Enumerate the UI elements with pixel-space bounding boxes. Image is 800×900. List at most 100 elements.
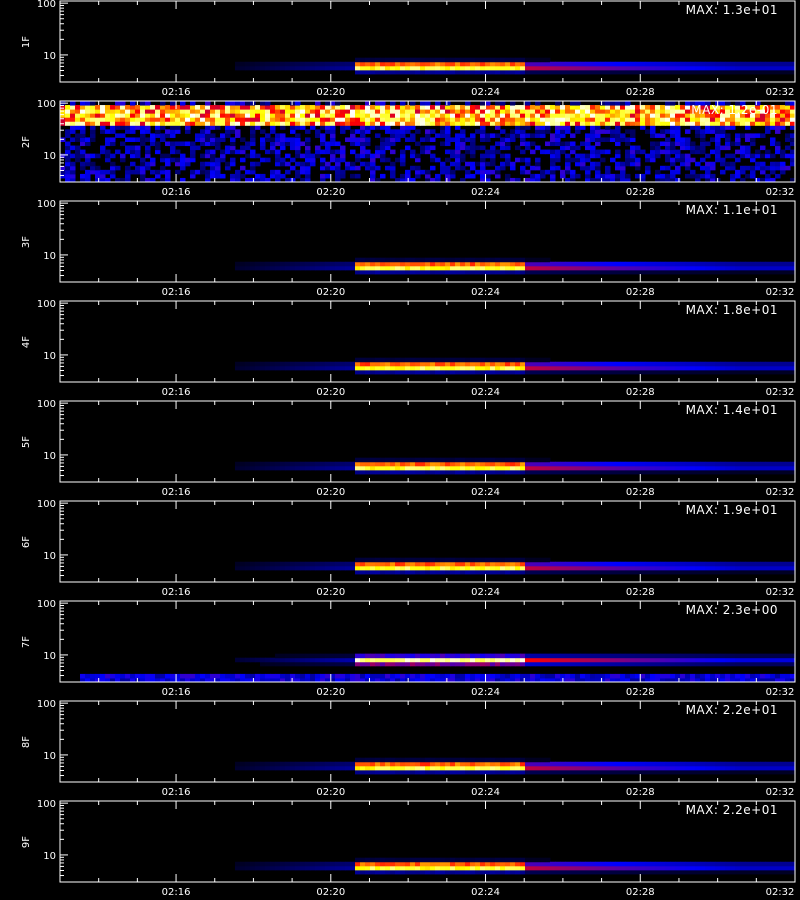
heatmap-cell (430, 113, 436, 118)
heatmap-cell (175, 125, 181, 130)
heatmap-cell (570, 673, 576, 679)
heatmap-cell (570, 369, 576, 375)
heatmap-cell (150, 133, 156, 138)
heatmap-cell (655, 149, 661, 155)
heatmap-cell (355, 661, 361, 667)
heatmap-cell (645, 157, 651, 163)
heatmap-cell (635, 653, 641, 659)
heatmap-cell (490, 457, 496, 463)
heatmap-cell (390, 121, 396, 126)
heatmap-cell (505, 141, 511, 147)
heatmap-cell (360, 673, 366, 679)
heatmap-cell (785, 145, 791, 151)
heatmap-cell (700, 673, 706, 679)
heatmap-cell (500, 117, 506, 122)
heatmap-cell (445, 177, 451, 183)
heatmap-cell (725, 465, 731, 471)
heatmap-cell (365, 661, 371, 667)
heatmap-cell (120, 677, 126, 683)
heatmap-cell (190, 169, 196, 175)
heatmap-cell (600, 673, 606, 679)
heatmap-cell (445, 165, 451, 171)
heatmap-cell (305, 177, 311, 183)
heatmap-cell (460, 465, 466, 471)
heatmap-cell (685, 165, 691, 171)
heatmap-cell (490, 757, 496, 763)
heatmap-cell (545, 69, 551, 75)
heatmap-cell (685, 565, 691, 571)
heatmap-cell (430, 121, 436, 126)
heatmap-cell (240, 461, 246, 467)
heatmap-cell (405, 361, 411, 367)
heatmap-cell (765, 65, 771, 71)
heatmap-cell (435, 265, 441, 271)
heatmap-cell (635, 117, 641, 122)
heatmap-cell (295, 133, 301, 138)
heatmap-cell (650, 673, 656, 679)
heatmap-cell (370, 265, 376, 271)
heatmap-cell (660, 465, 666, 471)
heatmap-cell (270, 461, 276, 467)
heatmap-cell (440, 657, 446, 663)
heatmap-cell (525, 113, 531, 118)
heatmap-cell (750, 569, 756, 575)
heatmap-cell (665, 265, 671, 271)
heatmap-cell (100, 173, 106, 179)
heatmap-cell (760, 165, 766, 171)
heatmap-cell (80, 673, 86, 679)
heatmap-cell (620, 657, 626, 663)
heatmap-cell (260, 465, 266, 471)
heatmap-cell (385, 125, 391, 130)
heatmap-cell (405, 65, 411, 71)
heatmap-cell (500, 757, 506, 763)
heatmap-cell (245, 153, 251, 159)
heatmap-cell (530, 133, 536, 138)
heatmap-cell (735, 105, 741, 110)
heatmap-cell (660, 261, 666, 267)
heatmap-cell (400, 765, 406, 771)
heatmap-cell (685, 121, 691, 126)
heatmap-cell (340, 765, 346, 771)
heatmap-cell (330, 117, 336, 122)
heatmap-cell (545, 117, 551, 122)
heatmap-cell (270, 677, 276, 683)
heatmap-cell (700, 361, 706, 367)
heatmap-cell (515, 177, 521, 183)
heatmap-cell (195, 677, 201, 683)
heatmap-cell (545, 121, 551, 126)
heatmap-cell (745, 657, 751, 663)
heatmap-cell (610, 365, 616, 371)
heatmap-cell (565, 369, 571, 375)
heatmap-cell (360, 357, 366, 363)
heatmap-cell (375, 269, 381, 275)
heatmap-cell (470, 117, 476, 122)
heatmap-cell (385, 129, 391, 134)
heatmap-cell (790, 469, 796, 475)
heatmap-cell (305, 153, 311, 159)
heatmap-cell (505, 365, 511, 371)
heatmap-cell (190, 113, 196, 118)
heatmap-cell (95, 153, 101, 159)
heatmap-cell (415, 105, 421, 110)
heatmap-cell (505, 153, 511, 159)
heatmap-cell (400, 121, 406, 126)
heatmap-cell (415, 153, 421, 159)
heatmap-cell (605, 469, 611, 475)
heatmap-cell (675, 133, 681, 138)
heatmap-cell (710, 121, 716, 126)
heatmap-cell (390, 141, 396, 147)
heatmap-cell (640, 125, 646, 130)
heatmap-cell (475, 673, 481, 679)
heatmap-cell (510, 109, 516, 114)
heatmap-cell (180, 157, 186, 163)
heatmap-cell (565, 657, 571, 663)
heatmap-cell (600, 149, 606, 155)
heatmap-cell (635, 461, 641, 467)
heatmap-cell (280, 265, 286, 271)
heatmap-cell (465, 557, 471, 563)
heatmap-cell (670, 169, 676, 175)
heatmap-cell (425, 661, 431, 667)
heatmap-cell (450, 653, 456, 659)
heatmap-cell (395, 269, 401, 275)
heatmap-cell (380, 661, 386, 667)
